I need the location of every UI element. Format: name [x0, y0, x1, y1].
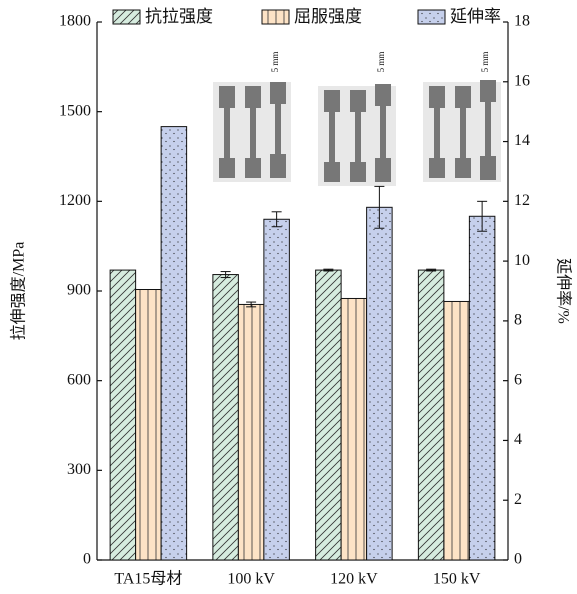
chart: 5 mm 5 mm 5 mm 拉伸强度/MPa 延伸率/% 0 300 600 900… — [0, 0, 577, 589]
legend-swatch — [418, 10, 445, 24]
bar — [367, 207, 393, 560]
y2-tick-label: 16 — [514, 72, 530, 89]
bar — [418, 270, 444, 560]
bar — [316, 270, 342, 560]
y2-tick-label: 0 — [514, 551, 522, 568]
x-tick-label: TA15母材 — [114, 570, 182, 588]
x-tick-label: 150 kV — [433, 571, 481, 588]
y-tick-label: 1800 — [59, 13, 91, 30]
legend-label: 抗拉强度 — [145, 7, 213, 26]
bar — [469, 216, 495, 560]
bar — [213, 275, 239, 560]
y2-tick-label: 10 — [514, 252, 530, 269]
scale-label: 5 mm — [480, 52, 490, 73]
legend-label: 屈服强度 — [294, 7, 362, 26]
bar — [136, 290, 162, 560]
specimen-photos: 5 mm 5 mm 5 mm — [213, 52, 501, 186]
bar — [161, 127, 187, 560]
legend-label: 延伸率 — [450, 7, 501, 26]
y-tick-label: 300 — [67, 461, 91, 478]
y2-tick-label: 4 — [514, 431, 522, 448]
y2-tick-label: 8 — [514, 312, 522, 329]
x-tick-label: 100 kV — [227, 571, 275, 588]
page: 5 mm 5 mm 5 mm 拉伸强度/MPa 延伸率/% 0 300 600 900… — [0, 0, 577, 594]
y2-tick-label: 12 — [514, 192, 530, 209]
bar — [444, 301, 470, 560]
y-tick-label: 1500 — [59, 102, 91, 119]
y2-tick-label: 14 — [514, 132, 530, 149]
y-tick-label: 1200 — [59, 192, 91, 209]
y-tick-label: 900 — [67, 282, 91, 299]
bar — [264, 219, 290, 560]
scale-label: 5 mm — [270, 52, 280, 73]
bar — [238, 304, 264, 560]
bar — [341, 298, 367, 560]
y-axis-label: 拉伸强度/MPa — [10, 242, 28, 341]
y2-axis-label: 延伸率/% — [554, 258, 572, 324]
legend-swatch — [113, 10, 140, 24]
y2-tick-label: 18 — [514, 13, 530, 30]
y-tick-label: 600 — [67, 371, 91, 388]
scale-label: 5 mm — [376, 52, 386, 73]
y-tick-label: 0 — [83, 551, 91, 568]
y2-tick-label: 6 — [514, 371, 522, 388]
legend-swatch — [262, 10, 289, 24]
bar — [110, 270, 136, 560]
x-tick-label: 120 kV — [330, 571, 378, 588]
y2-tick-label: 2 — [514, 491, 522, 508]
